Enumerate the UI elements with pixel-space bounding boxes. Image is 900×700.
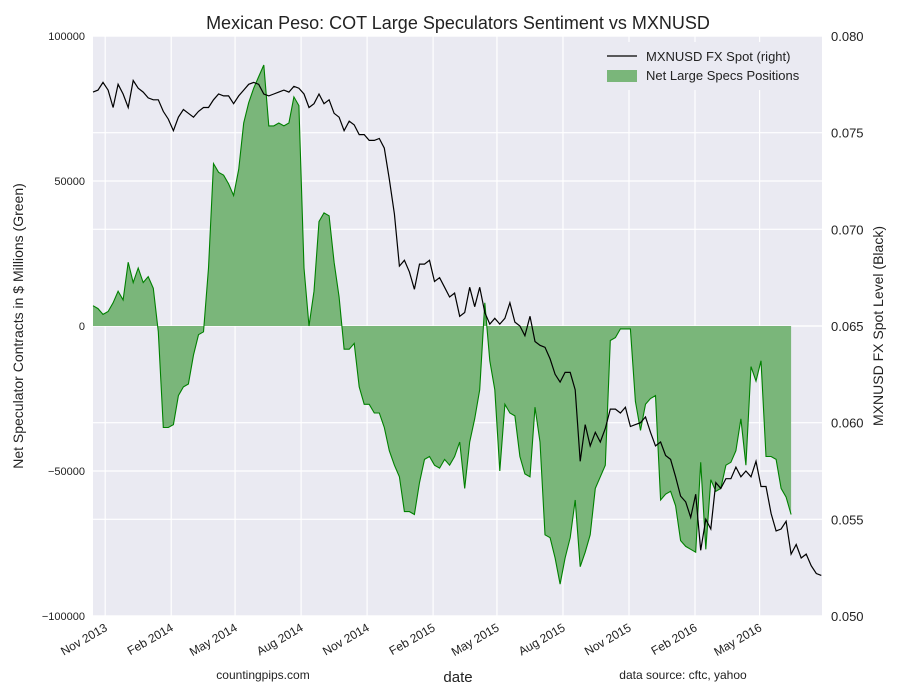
x-tick-label: May 2016 [711, 620, 764, 659]
y-axis-right-label: MXNUSD FX Spot Level (Black) [870, 226, 886, 426]
line-layer [92, 78, 822, 576]
series-area-edge [92, 64, 792, 585]
left-tick-label: −100000 [42, 611, 85, 623]
right-tick-label: 0.065 [831, 319, 864, 334]
x-tick-label: Aug 2014 [254, 620, 306, 658]
left-tick-label: 50000 [54, 176, 85, 188]
y-axis-left-label: Net Speculator Contracts in $ Millions (… [10, 183, 26, 469]
footer-left: countingpips.com [216, 668, 309, 682]
left-tick-label: −50000 [48, 466, 85, 478]
legend: MXNUSD FX Spot (right) Net Large Specs P… [597, 42, 817, 90]
chart-title: Mexican Peso: COT Large Speculators Sent… [206, 13, 710, 33]
footer-right: data source: cftc, yahoo [619, 668, 747, 682]
legend-label-area: Net Large Specs Positions [646, 68, 800, 83]
x-axis-label: date [443, 669, 472, 686]
x-tick-label: May 2015 [449, 620, 502, 659]
right-tick-label: 0.060 [831, 416, 864, 431]
series-area-fill [93, 65, 792, 585]
legend-area-swatch [607, 70, 637, 82]
series-fx-line [92, 78, 822, 576]
right-axis: 0.080 0.075 0.070 0.065 0.060 0.055 0.050 [831, 29, 864, 624]
right-tick-label: 0.055 [831, 512, 864, 527]
x-tick-label: Aug 2015 [516, 620, 568, 658]
right-tick-label: 0.050 [831, 609, 864, 624]
x-tick-label: Feb 2016 [649, 620, 700, 658]
right-tick-label: 0.080 [831, 29, 864, 44]
left-tick-label: 100000 [48, 31, 85, 43]
x-tick-label: Nov 2014 [320, 620, 372, 658]
x-tick-label: May 2014 [187, 620, 240, 659]
x-tick-label: Nov 2015 [582, 620, 634, 658]
x-tick-label: Nov 2013 [58, 620, 110, 658]
legend-label-line: MXNUSD FX Spot (right) [646, 49, 790, 64]
x-tick-label: Feb 2014 [125, 620, 176, 658]
right-tick-label: 0.075 [831, 126, 864, 141]
left-tick-label: 0 [79, 321, 85, 333]
right-tick-label: 0.070 [831, 222, 864, 237]
area-layer [92, 64, 792, 585]
x-axis: Nov 2013 Feb 2014 May 2014 Aug 2014 Nov 2014… [58, 620, 764, 659]
x-tick-label: Feb 2015 [387, 620, 438, 658]
left-axis: 100000 50000 0 −50000 −100000 [42, 31, 85, 623]
